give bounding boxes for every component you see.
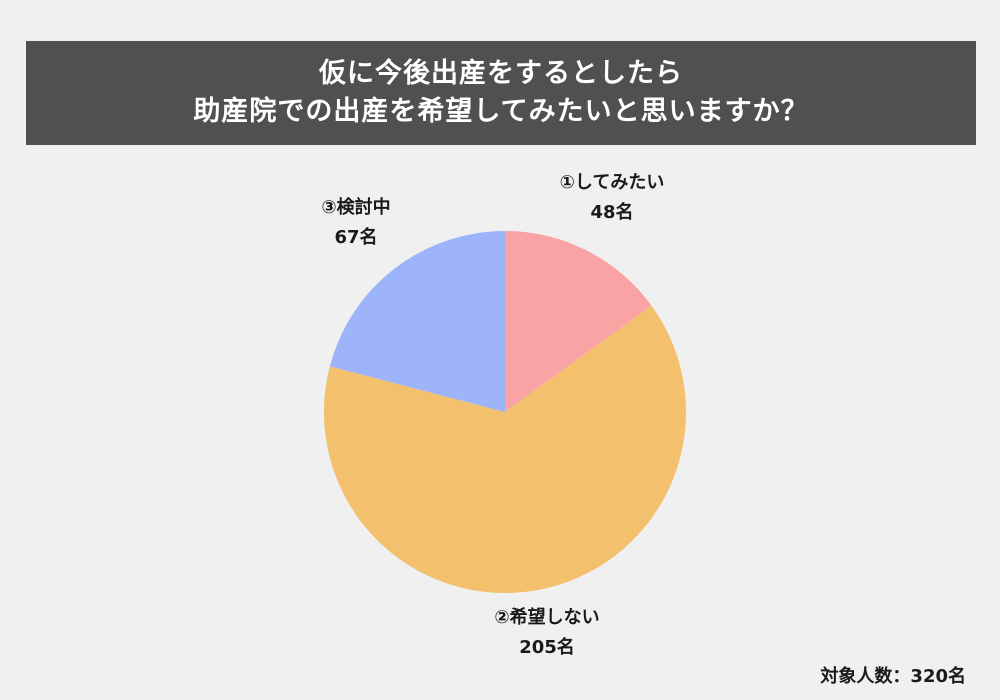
slice-label-kentouchuu: ③検討中 67名 xyxy=(321,193,390,253)
slice-kentouchuu xyxy=(329,231,505,412)
slice-shitemitai xyxy=(505,231,652,412)
title-line-1: 仮に今後出産をするとしたら xyxy=(319,58,683,89)
slice-label-value: 48名 xyxy=(590,202,634,223)
slice-label-shitemitai: ①してみたい 48名 xyxy=(560,168,665,228)
slice-label-kibou-shinai: ②希望しない 205名 xyxy=(494,603,599,663)
slice-label-value: 67名 xyxy=(334,227,378,248)
title-banner: 仮に今後出産をするとしたら 助産院での出産を希望してみたいと思いますか？ xyxy=(26,41,976,145)
slice-label-name: ①してみたい xyxy=(559,172,665,193)
title-line-2: 助産院での出産を希望してみたいと思いますか？ xyxy=(193,96,809,127)
slice-label-value: 205名 xyxy=(519,637,575,658)
slice-label-name: ②希望しない xyxy=(494,607,600,628)
respondents-count: 対象人数：320名 xyxy=(820,666,966,687)
slice-kibou-shinai xyxy=(324,305,686,593)
slice-label-name: ③検討中 xyxy=(321,197,391,218)
